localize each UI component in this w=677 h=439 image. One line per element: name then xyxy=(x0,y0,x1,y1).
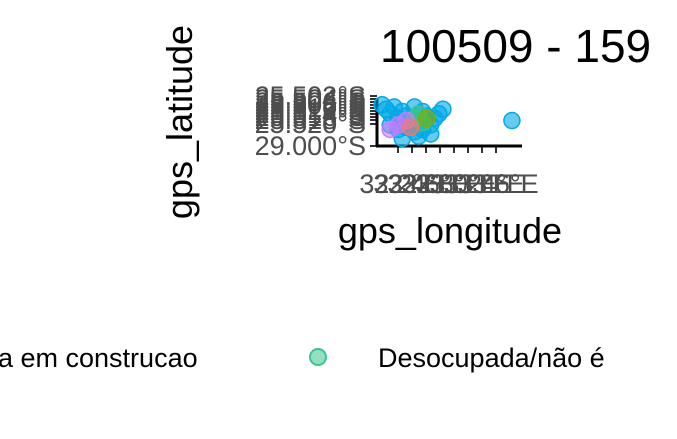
y-axis-ticks: 25.502°S25.504°S25.506°S25.508°S25.510°S… xyxy=(255,81,377,161)
legend-swatch-desocupada xyxy=(309,348,327,366)
x-tick-label: 32.6°E xyxy=(387,169,468,199)
legend-label-desocupada: Desocupada/não é xyxy=(378,343,605,373)
legend-label-a-em-construcao: a em construcao xyxy=(0,343,198,373)
x-axis-title: gps_longitude xyxy=(338,210,562,251)
x-tick-label: 33.0°E xyxy=(415,169,496,199)
data-point-series-4 xyxy=(417,109,436,128)
y-axis-title: gps_latitude xyxy=(159,25,200,219)
data-point-series-0 xyxy=(503,111,521,130)
y-tick-label: 25.516°S xyxy=(255,102,366,132)
x-tick-label: 32.8°E xyxy=(401,169,482,199)
data-points xyxy=(373,96,521,148)
data-point-series-3 xyxy=(401,118,420,137)
y-tick-label: 25.512°S xyxy=(255,96,366,126)
y-tick-label: 25.504°S xyxy=(255,84,366,114)
x-tick-label: 33.6°E xyxy=(457,169,538,199)
data-point-series-0 xyxy=(434,100,452,118)
y-tick-label: 25.508°S xyxy=(255,90,366,120)
y-tick-label: 25.518°S xyxy=(255,105,366,135)
x-tick-label: 33.2°E xyxy=(429,169,510,199)
x-tick-label: 32.4°E xyxy=(373,169,454,199)
x-tick-label: 33.4°E xyxy=(443,169,524,199)
legend: a em construcao Desocupada/não é xyxy=(0,343,605,373)
y-tick-label: 25.510°S xyxy=(255,93,366,123)
x-axis-ticks: 32.2°E32.4°E32.6°E32.8°E33.0°E33.2°E33.4… xyxy=(359,146,539,199)
y-tick-label: 29.000°S xyxy=(255,131,366,161)
y-tick-label: 25.502°S xyxy=(255,81,366,111)
chart-title: 100509 - 159 xyxy=(380,20,651,72)
x-tick-label: 32.2°E xyxy=(359,169,440,199)
y-tick-label: 25.514°S xyxy=(255,99,366,129)
y-tick-label: 25.520°S xyxy=(255,109,366,139)
y-tick-label: 25.506°S xyxy=(255,87,366,117)
data-point-series-2 xyxy=(381,120,399,139)
